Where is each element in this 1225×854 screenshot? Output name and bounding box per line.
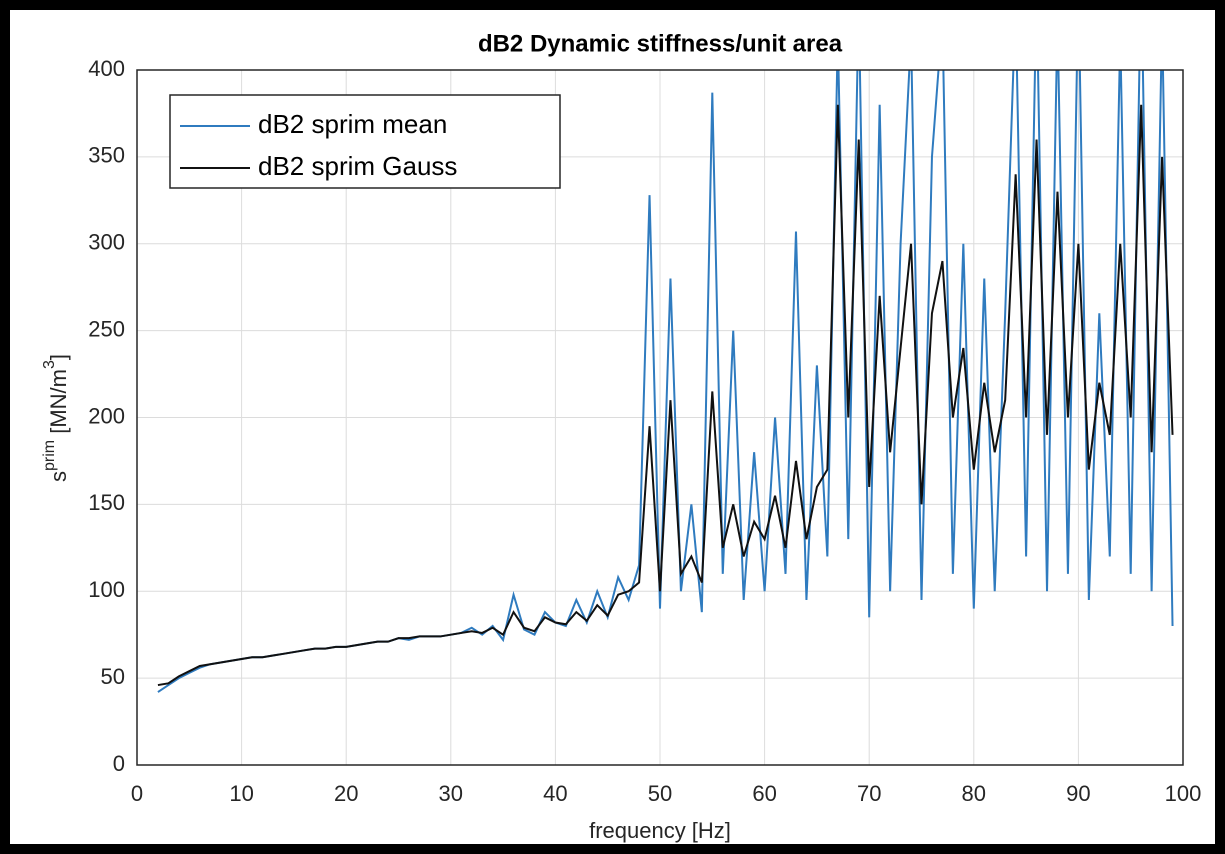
x-tick-label: 20 [334, 781, 358, 806]
y-tick-label: 250 [88, 316, 125, 341]
x-tick-label: 100 [1165, 781, 1202, 806]
legend: dB2 sprim mean dB2 sprim Gauss [169, 94, 561, 189]
y-tick-label: 150 [88, 490, 125, 515]
plot-lines [157, 70, 1174, 693]
y-tick-label: 0 [113, 751, 125, 776]
x-tick-label: 70 [857, 781, 881, 806]
y-label-unit: [MN/m [46, 369, 71, 440]
y-tick-label: 300 [88, 230, 125, 255]
axes-box [136, 69, 1184, 766]
y-tick-label: 350 [88, 143, 125, 168]
y-tick-label: 200 [88, 403, 125, 428]
line-series [157, 104, 1174, 687]
x-tick-label: 80 [962, 781, 986, 806]
chart-title: dB2 Dynamic stiffness/unit area [478, 30, 843, 57]
y-tick-label: 50 [101, 664, 125, 689]
x-axis-label: frequency [Hz] [589, 818, 731, 843]
x-tick-label: 0 [131, 781, 143, 806]
x-tick-label: 50 [648, 781, 672, 806]
y-label-close: ] [46, 354, 71, 360]
legend-box [169, 94, 561, 189]
legend-label: dB2 sprim Gauss [258, 151, 457, 181]
y-tick-label: 100 [88, 577, 125, 602]
y-label-sup: prim [41, 440, 58, 471]
x-tick-label: 90 [1066, 781, 1090, 806]
y-tick-label: 400 [88, 56, 125, 81]
x-tick-label: 60 [752, 781, 776, 806]
legend-label: dB2 sprim mean [258, 109, 447, 139]
x-tick-label: 30 [439, 781, 463, 806]
x-tick-label: 10 [229, 781, 253, 806]
y-axis-label: sprim [MN/m3] [41, 354, 71, 482]
x-tick-label: 40 [543, 781, 567, 806]
y-label-base: s [46, 471, 71, 482]
y-label-unit-sup: 3 [41, 360, 58, 369]
